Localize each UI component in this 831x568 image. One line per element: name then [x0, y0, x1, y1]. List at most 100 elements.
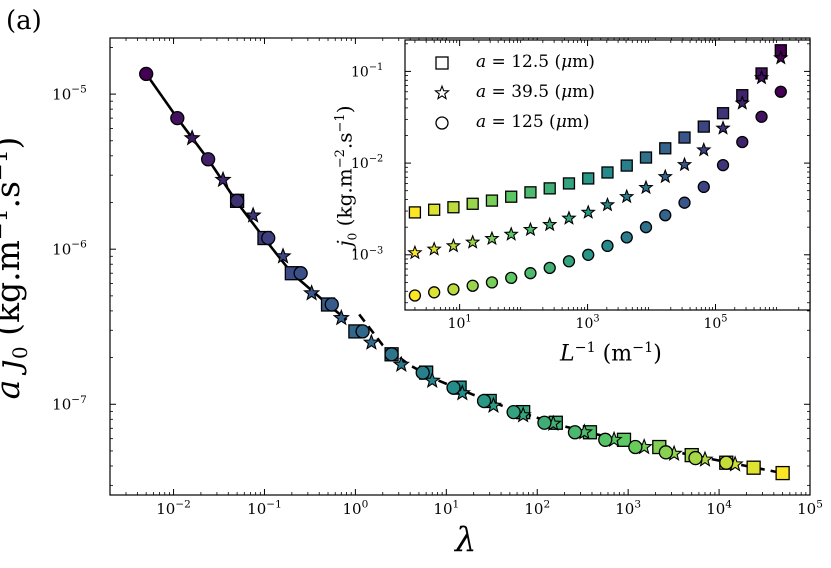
main-data-point-square	[616, 432, 632, 447]
main-data-point-circle	[200, 152, 216, 167]
main-data-point-star	[214, 170, 232, 188]
inset-data-point-circle	[601, 239, 614, 253]
inset-data-point-square	[620, 159, 633, 172]
main-data-point-star	[244, 206, 262, 223]
inset-data-point-circle	[678, 196, 691, 209]
main-data-point-circle	[688, 450, 703, 466]
inset-x-tick-label: 105	[703, 314, 727, 332]
main-y-tick-label: 10−6	[52, 239, 87, 259]
inset-data-point-square	[466, 197, 479, 210]
inset-data-point-circle	[447, 283, 460, 296]
main-data-point-star	[362, 333, 381, 350]
main-x-tick-label: 101	[433, 498, 459, 518]
inset-data-point-star	[696, 141, 712, 157]
main-data-point-square	[746, 460, 761, 475]
main-data-point-circle	[476, 393, 492, 409]
inset-data-point-star	[407, 244, 423, 260]
inset-data-point-star	[503, 226, 519, 241]
inset-data-point-circle	[582, 248, 595, 261]
inset-data-point-star	[638, 179, 654, 195]
panel-label: (a)	[6, 6, 42, 36]
inset-data-point-star	[715, 120, 731, 135]
main-y-tick-label: 10−7	[52, 394, 87, 414]
main-data-point-star	[332, 308, 350, 326]
inset-data-point-square	[639, 151, 653, 164]
inset-data-point-square	[524, 186, 537, 199]
inset-data-point-circle	[562, 255, 576, 268]
inset-data-point-star	[465, 234, 481, 249]
inset-data-point-square	[601, 166, 614, 179]
inset-data-point-star	[561, 210, 577, 225]
inset-y-tick-label: 10−1	[351, 62, 383, 80]
legend-entry-3: a = 125 (μm)	[476, 112, 590, 132]
inset-data-point-circle	[428, 286, 441, 299]
main-x-tick-label: 103	[615, 498, 641, 518]
inset-data-point-circle	[697, 180, 710, 194]
inset-data-point-star	[734, 95, 750, 110]
main-data-point-star	[274, 247, 292, 264]
inset-data-point-square	[582, 172, 595, 185]
inset-data-point-square	[659, 142, 672, 155]
inset-data-point-square	[697, 120, 710, 133]
inset-x-tick-label: 103	[576, 314, 600, 332]
main-data-point-circle	[658, 445, 674, 460]
main-x-axis-label: λ	[455, 520, 477, 560]
inset-data-point-star	[773, 49, 789, 65]
main-x-tick-label: 10−1	[247, 498, 282, 518]
inset-data-point-circle	[505, 271, 518, 285]
inset-data-point-square	[447, 201, 460, 214]
main-data-point-circle	[324, 297, 339, 312]
main-data-point-circle	[170, 110, 185, 126]
legend-marker-circle	[435, 116, 449, 130]
inset-data-point-square	[505, 190, 518, 203]
main-data-point-circle	[446, 380, 461, 395]
inset-data-point-square	[408, 206, 422, 219]
main-data-point-circle	[415, 365, 430, 380]
main-data-point-circle	[506, 404, 521, 420]
main-data-point-square	[775, 465, 790, 481]
inset-data-point-star	[542, 216, 558, 232]
inset-data-point-star	[619, 188, 635, 204]
inset-data-point-star	[599, 196, 616, 212]
main-data-point-circle	[598, 432, 613, 447]
inset-data-point-circle	[659, 209, 672, 222]
inset-data-point-square	[543, 182, 556, 195]
inset-data-point-circle	[408, 289, 422, 302]
main-data-point-circle	[139, 66, 154, 82]
inset-data-point-star	[522, 221, 539, 237]
inset-data-point-circle	[466, 279, 479, 292]
main-x-tick-label: 10−2	[156, 498, 191, 518]
main-plot: 10−2 10−1 100 101 102 103 104 105 10−7 10−6 10−5	[52, 37, 823, 518]
legend-entry-2: a = 39.5 (μm)	[476, 82, 595, 102]
inset-data-point-circle	[543, 261, 556, 275]
inset-data-point-circle	[755, 110, 768, 123]
inset-x-tick-label: 101	[448, 314, 472, 332]
inset-x-axis-label: L−1 (m−1)	[560, 340, 662, 367]
inset-data-point-square	[678, 131, 691, 144]
legend-marker-star	[433, 84, 451, 100]
inset-frame	[404, 39, 811, 311]
main-y-tick-label: 10−5	[52, 84, 87, 104]
main-x-tick-label: 105	[797, 498, 823, 518]
inset-data-point-circle	[736, 135, 749, 149]
inset-y-tick-label: 10−3	[351, 245, 383, 263]
legend-marker-square	[435, 56, 449, 70]
main-data-point-star	[183, 129, 201, 146]
inset-data-point-circle	[524, 267, 537, 280]
main-data-point-circle	[261, 230, 276, 246]
inset-data-point-circle	[716, 158, 730, 172]
inset-data-point-star	[657, 168, 673, 184]
inset-data-point-square	[562, 177, 576, 190]
main-x-tick-label: 100	[343, 498, 369, 518]
inset-data-point-star	[580, 204, 596, 219]
main-data-point-circle	[355, 324, 370, 339]
inset-data-point-square	[485, 194, 499, 207]
main-data-point-circle	[719, 455, 734, 470]
inset-data-point-star	[753, 69, 770, 85]
inset-data-point-circle	[639, 221, 653, 234]
solid-fit-line	[145, 73, 348, 321]
inset-data-point-square	[716, 107, 730, 120]
legend-entry-1: a = 12.5 (μm)	[476, 52, 595, 72]
